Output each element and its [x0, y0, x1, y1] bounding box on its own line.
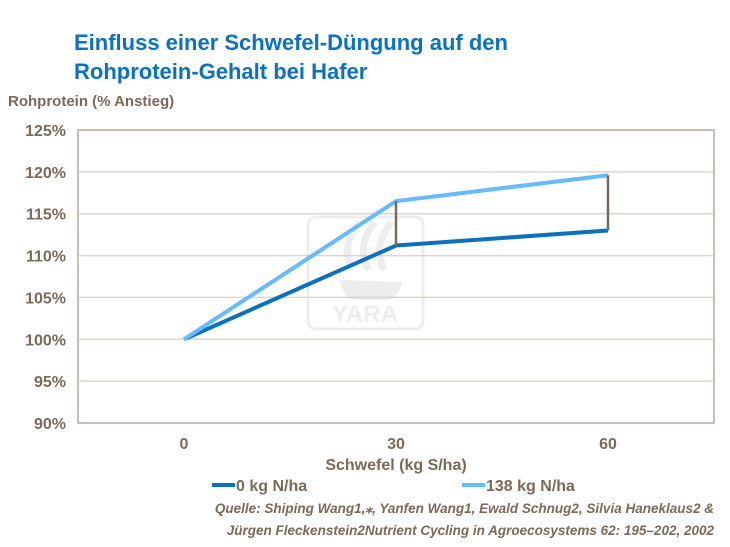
y-axis-label: Rohprotein (% Anstieg): [8, 93, 175, 110]
x-axis-label: Schwefel (kg S/ha): [325, 457, 466, 474]
x-tick-label: 30: [387, 436, 405, 453]
chart-title: Einfluss einer Schwefel-Düngung auf den …: [74, 28, 508, 86]
y-tick-label: 115%: [26, 207, 66, 224]
source-citation: Quelle: Shiping Wang1,⁎, Yanfen Wang1, E…: [215, 498, 714, 542]
y-tick-label: 95%: [34, 374, 66, 391]
source-line-2: Jürgen Fleckenstein2Nutrient Cycling in …: [226, 523, 714, 538]
legend: 0 kg N/ha 138 kg N/ha: [212, 478, 575, 495]
watermark-text: YARA: [332, 301, 398, 328]
yara-watermark-logo: YARA: [306, 215, 425, 331]
plot-area: [77, 129, 715, 424]
y-tick-label: 120%: [25, 165, 66, 182]
y-tick-label: 110%: [26, 249, 66, 266]
title-line-1: Einfluss einer Schwefel-Düngung auf den: [74, 30, 508, 55]
legend-label-0: 0 kg N/ha: [236, 478, 307, 495]
legend-label-1: 138 kg N/ha: [486, 478, 575, 495]
source-line-1: Quelle: Shiping Wang1,⁎, Yanfen Wang1, E…: [214, 501, 714, 516]
title-line-2: Rohprotein-Gehalt bei Hafer: [74, 59, 368, 84]
x-tick-label: 0: [180, 436, 189, 453]
y-tick-label: 100%: [25, 332, 66, 349]
x-tick-label: 60: [599, 436, 617, 453]
gridlines: [78, 129, 714, 424]
y-tick-label: 105%: [25, 290, 66, 307]
y-tick-label: 125%: [25, 123, 66, 140]
y-tick-label: 90%: [34, 416, 66, 433]
